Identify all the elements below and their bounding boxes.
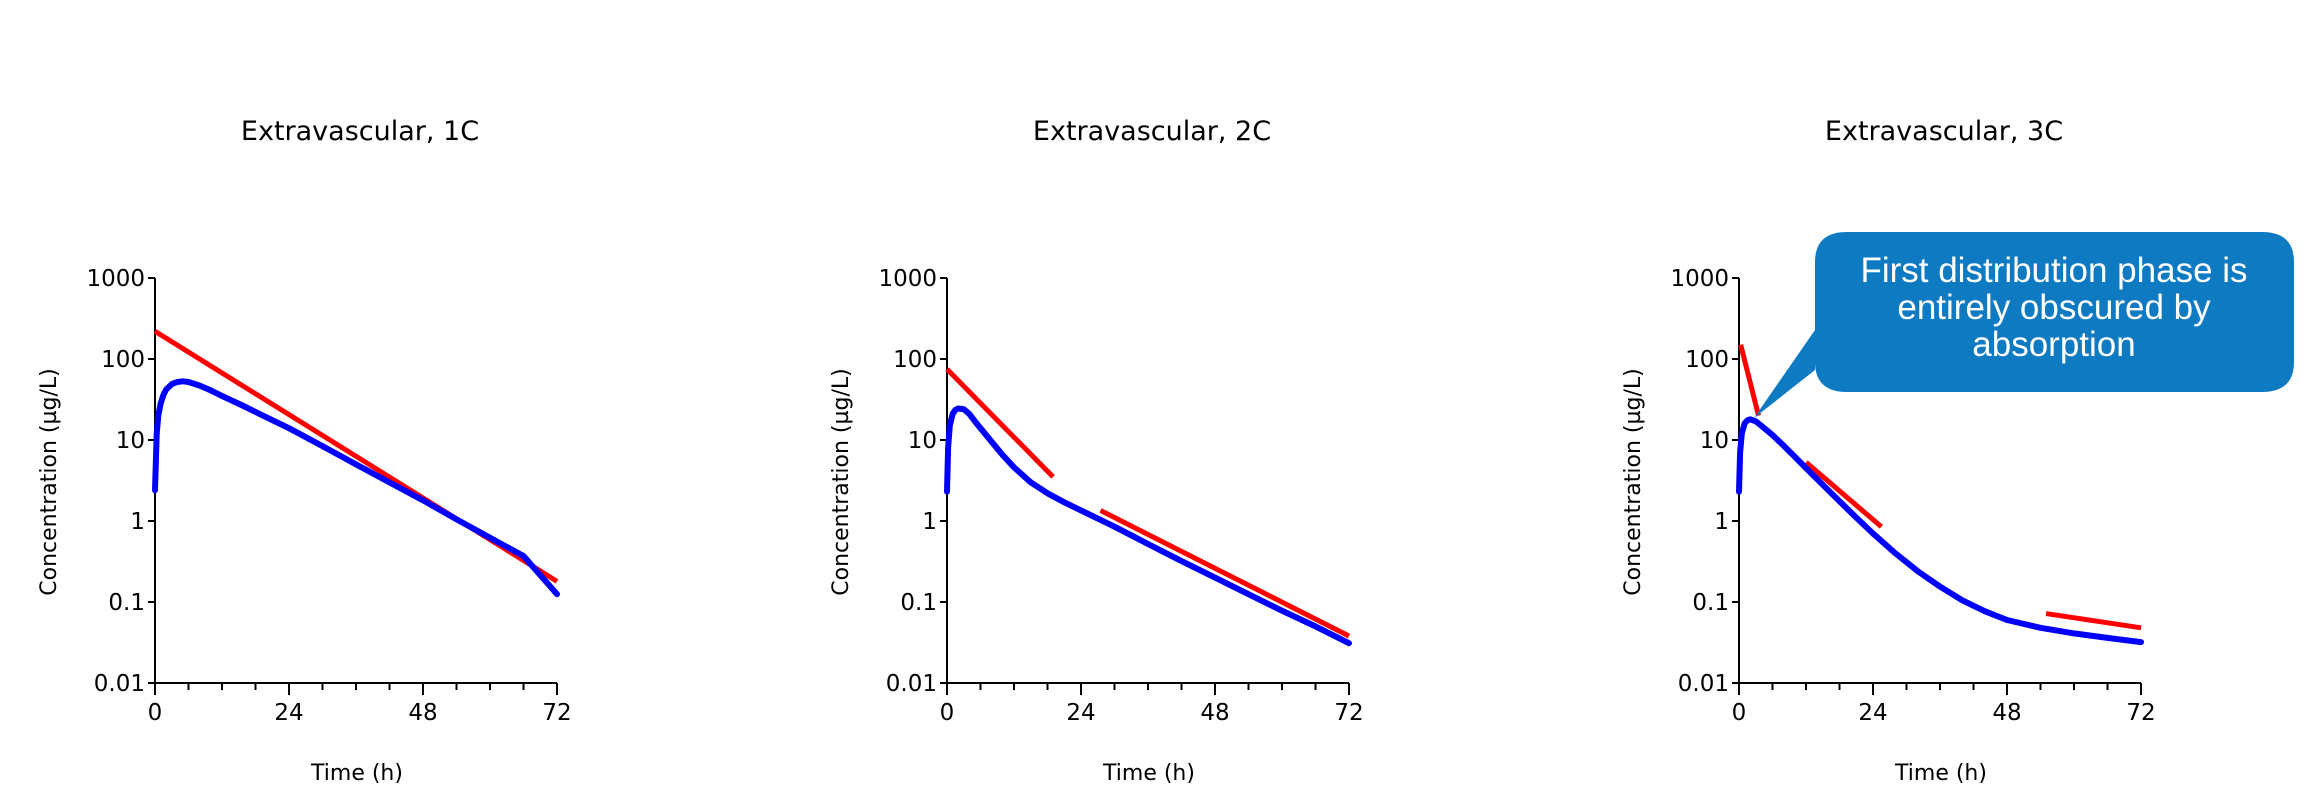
x-tick-label: 24 <box>1858 700 1887 726</box>
x-tick-label: 24 <box>1066 700 1095 726</box>
y-axis-label: Concentration (µg/L) <box>37 368 62 595</box>
y-tick-label: 10 <box>908 428 937 454</box>
chart-plot: 0.01 0.1 1 10 100 1000 0 24 48 72 <box>1670 266 2155 726</box>
chart-plot: 0.01 0.1 1 10 100 1000 0 24 48 72 <box>86 266 571 726</box>
x-tick-label: 24 <box>274 700 303 726</box>
phase-line <box>1738 344 1761 417</box>
y-tick-label: 0.1 <box>108 590 145 616</box>
x-tick-label: 48 <box>1200 700 1229 726</box>
y-tick-label: 1 <box>1714 509 1729 535</box>
chart-title: Extravascular, 2C <box>1033 116 1271 147</box>
x-tick-label: 72 <box>1334 700 1363 726</box>
y-axis-label: Concentration (µg/L) <box>829 368 854 595</box>
y-tick-label: 0.1 <box>1692 590 1729 616</box>
x-tick-label: 72 <box>2126 700 2155 726</box>
callout-shape <box>1754 232 2294 418</box>
y-tick-label: 0.01 <box>886 671 937 697</box>
y-tick-label: 0.01 <box>1678 671 1729 697</box>
y-tick-label: 100 <box>1685 347 1729 373</box>
concentration-curve <box>944 405 1352 647</box>
y-tick-label: 100 <box>101 347 145 373</box>
x-tick-label: 0 <box>940 700 955 726</box>
y-tick-label: 0.1 <box>900 590 937 616</box>
y-axis-label: Concentration (µg/L) <box>1621 368 1646 595</box>
x-axis-label: Time (h) <box>1894 761 1987 786</box>
phase-line <box>1099 508 1351 639</box>
chart-title: Extravascular, 3C <box>1825 116 2063 147</box>
x-axis-label: Time (h) <box>1102 761 1195 786</box>
y-tick-label: 100 <box>893 347 937 373</box>
callout-bubble <box>1754 232 2294 418</box>
y-tick-label: 0.01 <box>94 671 145 697</box>
chart-3: Extravascular, 3C 0.01 0.1 1 10 100 1000 0 24 48… <box>1621 116 2156 786</box>
x-tick-label: 0 <box>148 700 163 726</box>
y-tick-label: 1 <box>922 509 937 535</box>
x-axis-label: Time (h) <box>310 761 403 786</box>
x-tick-label: 48 <box>408 700 437 726</box>
y-tick-label: 10 <box>1700 428 1729 454</box>
concentration-curve <box>1736 416 2144 646</box>
y-tick-label: 1000 <box>878 266 937 292</box>
concentration-curve <box>152 378 560 598</box>
phase-line <box>2045 611 2142 631</box>
chart-2: Extravascular, 2C 0.01 0.1 1 10 100 1000 0 24 48… <box>829 116 1364 786</box>
x-tick-label: 0 <box>1732 700 1747 726</box>
phase-line <box>945 367 1055 479</box>
chart-plot: 0.01 0.1 1 10 100 1000 0 24 48 72 <box>878 266 1363 726</box>
x-tick-label: 48 <box>1992 700 2021 726</box>
y-tick-label: 1000 <box>86 266 145 292</box>
chart-1: Extravascular, 1C 0.01 0.1 1 10 100 1000 0 24 48… <box>37 116 572 786</box>
y-tick-label: 1000 <box>1670 266 1729 292</box>
y-tick-label: 10 <box>116 428 145 454</box>
phase-line <box>1804 460 1883 529</box>
chart-title: Extravascular, 1C <box>241 116 479 147</box>
y-tick-label: 1 <box>130 509 145 535</box>
x-tick-label: 72 <box>542 700 571 726</box>
